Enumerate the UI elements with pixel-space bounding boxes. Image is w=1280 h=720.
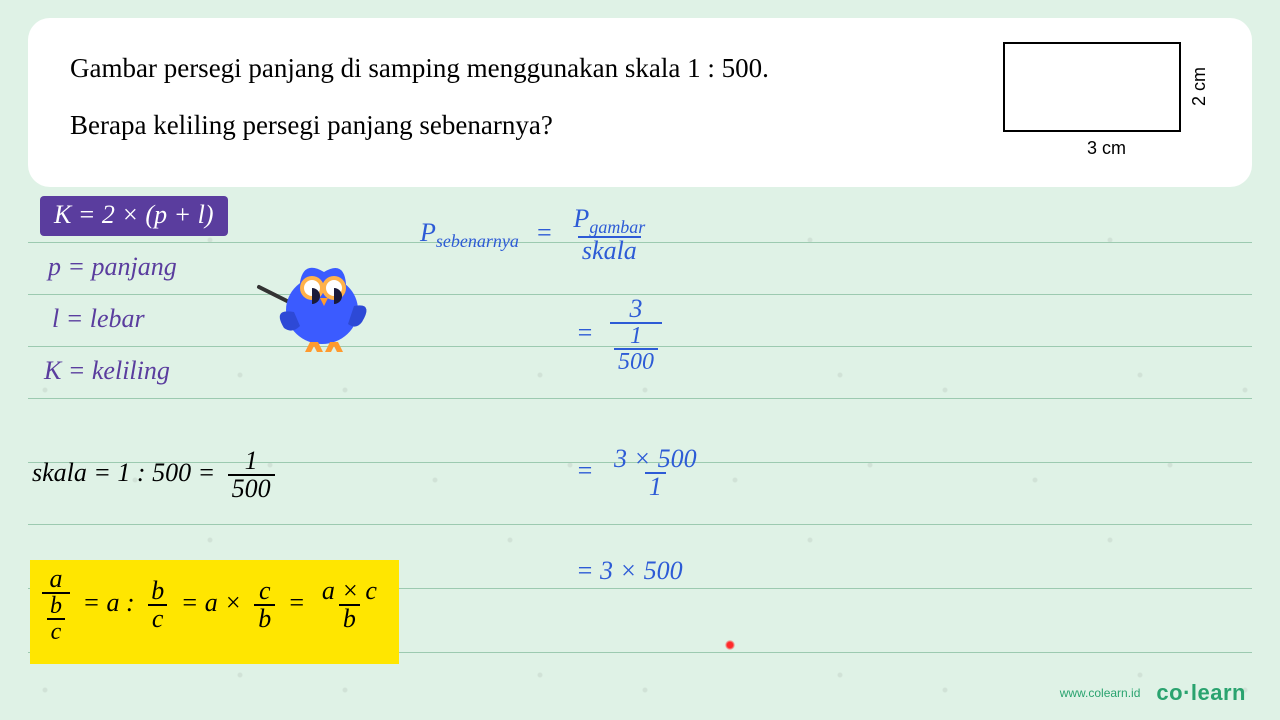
rule-line <box>28 398 1252 399</box>
formula-perimeter-box: K = 2 × (p + l) <box>40 196 228 236</box>
pgambar-over-skala: Pgambar skala <box>569 206 649 264</box>
rule-line <box>28 524 1252 525</box>
step2-d-den: 500 <box>614 348 658 374</box>
step3-frac: 3 × 500 1 <box>610 446 701 500</box>
id-boc-c: c <box>148 604 168 632</box>
id-axc-over-b: a × c b <box>318 578 381 632</box>
id-lhs-b: b <box>46 594 66 618</box>
id-boc-b: b <box>147 578 168 604</box>
id-lhs-a: a <box>46 566 67 592</box>
skala-lhs: skala = 1 : 500 = <box>32 458 215 487</box>
id-cob-b: b <box>254 604 275 632</box>
question-card: Gambar persegi panjang di samping menggu… <box>28 18 1252 187</box>
id-lhs-c: c <box>47 618 66 644</box>
skala-line: skala = 1 : 500 = 1 500 <box>32 448 275 502</box>
pointer-dot-icon <box>725 640 735 650</box>
brand-right: learn <box>1191 680 1246 705</box>
step3-num: 3 × 500 <box>610 446 701 472</box>
brand-dot: · <box>1183 680 1191 705</box>
id-den-b: b <box>339 604 360 632</box>
skala-word: skala <box>578 236 641 264</box>
step2-d-num: 1 <box>626 324 646 348</box>
formula-perimeter: K = 2 × (p + l) <box>40 196 228 236</box>
id-axc: a × c <box>318 578 381 604</box>
eq3: = <box>576 456 594 485</box>
rectangle-diagram: 2 cm 3 cm <box>1003 42 1210 159</box>
rectangle-row: 2 cm <box>1003 42 1210 132</box>
step2-num: 3 <box>626 296 647 322</box>
step3-den: 1 <box>645 472 666 500</box>
owl-mascot-icon <box>254 242 374 362</box>
id-eq3: = <box>288 588 306 617</box>
footer-brand: co·learn <box>1156 680 1246 706</box>
seben-sub: sebenarnya <box>436 231 519 251</box>
id-eq2: = a × <box>181 588 242 617</box>
rectangle-height-label: 2 cm <box>1189 67 1210 106</box>
work-step1: Psebenarnya = Pgambar skala <box>420 206 649 264</box>
question-line-1: Gambar persegi panjang di samping menggu… <box>70 40 769 97</box>
eq2: = <box>576 318 594 347</box>
def-p: p = panjang <box>48 252 177 282</box>
id-lhs: a b c <box>42 566 70 644</box>
pg-sub: gambar <box>589 217 645 237</box>
id-cob-c: c <box>255 578 275 604</box>
step2-den: 1 500 <box>610 322 662 374</box>
pgambar: Pgambar <box>569 206 649 236</box>
rectangle-width-label: 3 cm <box>1087 138 1126 159</box>
question-line-2: Berapa keliling persegi panjang sebenarn… <box>70 97 769 154</box>
p-seben: P <box>420 218 436 247</box>
def-l: l = lebar <box>52 304 145 334</box>
step2-frac: 3 1 500 <box>610 296 662 374</box>
footer-site: www.colearn.id <box>1060 686 1141 700</box>
work-step2: = 3 1 500 <box>576 296 662 374</box>
id-c-over-b: c b <box>254 578 275 632</box>
id-lhs-bc: b c <box>42 592 70 644</box>
skala-den: 500 <box>228 474 275 502</box>
question-text: Gambar persegi panjang di samping menggu… <box>70 40 769 153</box>
brand-left: co <box>1156 680 1183 705</box>
skala-num: 1 <box>241 448 262 474</box>
eq1: = <box>535 218 553 247</box>
footer: www.colearn.id co·learn <box>1060 680 1246 706</box>
def-K: K = keliling <box>44 356 170 386</box>
id-b-over-c: b c <box>147 578 168 632</box>
rectangle-shape <box>1003 42 1181 132</box>
id-eq1: = a : <box>83 588 135 617</box>
skala-fraction: 1 500 <box>228 448 275 502</box>
work-step4: = 3 × 500 <box>576 556 683 586</box>
pg-P: P <box>573 204 589 233</box>
fraction-identity: a b c = a : b c = a × c b = a × c b <box>30 560 399 664</box>
work-step3: = 3 × 500 1 <box>576 446 701 500</box>
